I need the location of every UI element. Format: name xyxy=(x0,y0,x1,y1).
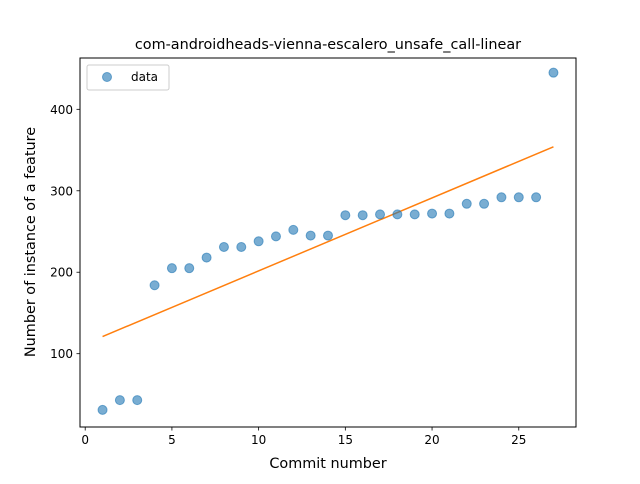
data-point xyxy=(531,192,542,203)
x-tick-label: 15 xyxy=(338,433,353,447)
data-point xyxy=(201,252,212,263)
legend-box xyxy=(86,64,170,91)
x-tick-label: 0 xyxy=(81,433,89,447)
data-point xyxy=(427,208,438,219)
data-point xyxy=(357,210,368,221)
x-tick-label: 25 xyxy=(511,433,526,447)
data-point xyxy=(323,230,333,241)
data-point xyxy=(496,192,507,203)
data-point xyxy=(149,280,160,291)
data-point xyxy=(270,231,281,242)
x-axis-ticks: 0 5 10 15 20 25 xyxy=(81,427,526,447)
chart-title: com-androidheads-vienna-escalero_unsafe_… xyxy=(135,37,521,53)
y-axis-ticks: 100 200 300 400 xyxy=(50,103,80,361)
data-points-layer xyxy=(97,67,559,415)
x-tick-label: 20 xyxy=(424,433,439,447)
x-tick-label: 10 xyxy=(251,433,266,447)
data-point xyxy=(375,209,386,220)
y-tick-label: 200 xyxy=(50,266,73,280)
data-point xyxy=(236,241,247,252)
x-tick-label: 5 xyxy=(168,433,176,447)
data-point xyxy=(548,67,559,78)
data-point xyxy=(166,263,177,274)
fit-line-layer xyxy=(102,146,554,338)
data-point xyxy=(218,241,229,252)
y-axis-label: Number of instance of a feature xyxy=(23,127,39,357)
data-point xyxy=(392,209,403,220)
legend-marker xyxy=(102,72,112,82)
data-point xyxy=(513,192,524,203)
data-point xyxy=(132,395,143,406)
data-point xyxy=(288,224,299,235)
data-point xyxy=(114,395,125,406)
data-point xyxy=(409,209,420,220)
data-point xyxy=(444,208,455,219)
data-point xyxy=(253,236,264,247)
data-point xyxy=(340,210,351,221)
data-point xyxy=(305,230,316,241)
legend: data xyxy=(86,64,170,91)
y-tick-label: 300 xyxy=(50,184,73,198)
y-tick-label: 400 xyxy=(50,103,73,117)
legend-label: data xyxy=(131,70,158,84)
data-point xyxy=(97,404,108,415)
data-point xyxy=(184,263,195,274)
x-axis-label: Commit number xyxy=(269,456,386,472)
y-tick-label: 100 xyxy=(50,347,73,361)
fit-line xyxy=(102,146,554,338)
data-point xyxy=(461,198,472,209)
data-point xyxy=(479,198,490,209)
plot-frame xyxy=(79,57,577,428)
